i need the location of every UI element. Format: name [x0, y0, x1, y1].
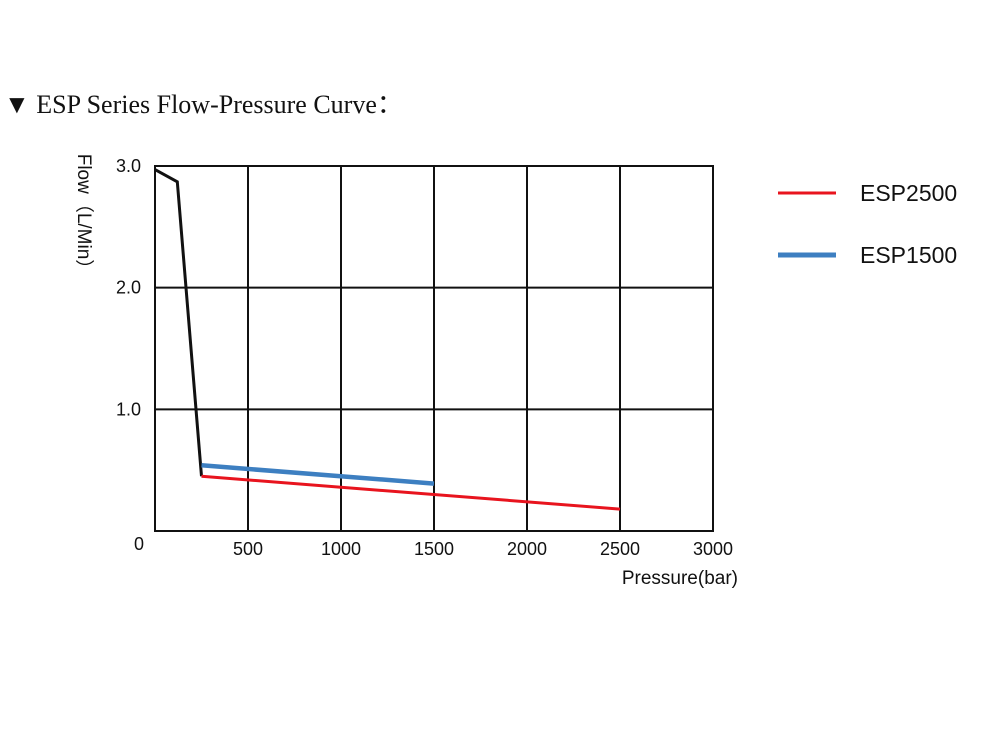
- y-axis-title: Flow（L/Min）: [73, 154, 95, 279]
- series-line-esp1500: [201, 463, 435, 486]
- series-line-esp2500: [201, 474, 621, 511]
- chart-title: ▼ ESP Series Flow-Pressure Curve：: [4, 84, 403, 121]
- chart-title-text: ESP Series Flow-Pressure Curve：: [36, 90, 403, 119]
- y-tick-label: 2.0: [116, 278, 141, 298]
- grid-layer: [154, 165, 714, 532]
- x-tick-label: 1000: [321, 539, 361, 559]
- series-layer: [154, 168, 621, 511]
- x-tick-label: 500: [233, 539, 263, 559]
- legend-label-esp1500: ESP1500: [860, 242, 957, 268]
- y-tick-label: 1.0: [116, 399, 141, 419]
- x-tick-label: 2000: [507, 539, 547, 559]
- series-line-shared-0: [154, 168, 203, 477]
- axis-layer: 500 1000 1500 2000 2500 3000 0 1.0 2.0 3.0 Pressur…: [73, 154, 738, 589]
- y-tick-label: 3.0: [116, 156, 141, 176]
- x-axis-title: Pressure(bar): [622, 568, 738, 589]
- x-tick-label: 2500: [600, 539, 640, 559]
- origin-label: 0: [134, 534, 144, 554]
- legend-label-esp2500: ESP2500: [860, 180, 957, 206]
- triangle-down-icon: ▼: [4, 90, 30, 119]
- x-tick-label: 3000: [693, 539, 733, 559]
- x-tick-label: 1500: [414, 539, 454, 559]
- plot-frame: [154, 165, 714, 532]
- legend: ESP2500 ESP1500: [778, 180, 957, 268]
